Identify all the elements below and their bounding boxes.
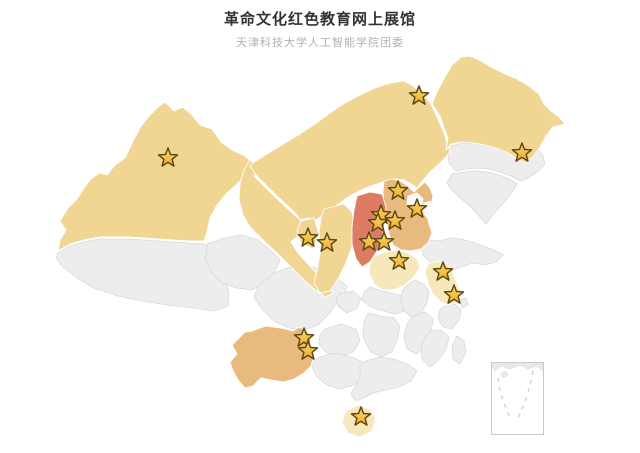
star-marker[interactable] [388,250,410,270]
star-marker[interactable] [157,147,179,167]
province-shanxi[interactable] [351,191,387,268]
province-guizhou[interactable] [318,323,361,358]
star-marker[interactable] [297,227,319,247]
star-marker[interactable] [297,340,319,360]
star-marker[interactable] [406,198,428,218]
province-shanghai[interactable] [459,297,469,309]
province-taiwan[interactable] [451,335,467,365]
province-guangxi[interactable] [311,352,369,390]
star-marker[interactable] [316,232,338,252]
star-marker[interactable] [511,142,533,162]
province-anhui[interactable] [400,279,430,318]
star-marker[interactable] [373,231,395,251]
province-tibet[interactable] [55,238,230,312]
province-heilongjiang[interactable] [431,55,566,164]
province-yunnan[interactable] [229,325,315,389]
province-fujian[interactable] [420,329,450,368]
province-guangdong[interactable] [350,356,418,402]
star-marker[interactable] [432,261,454,281]
province-henan[interactable] [368,249,421,291]
star-marker[interactable] [350,406,372,426]
province-inner-mongolia[interactable] [249,80,451,221]
province-hunan[interactable] [362,312,401,358]
province-xinjiang[interactable] [57,101,254,252]
south-china-sea-inset [491,362,544,435]
province-hubei[interactable] [361,286,412,315]
star-marker[interactable] [443,284,465,304]
star-marker[interactable] [384,210,406,230]
star-marker[interactable] [367,212,389,232]
province-zhejiang[interactable] [437,303,462,330]
province-liaoning[interactable] [446,170,518,225]
star-marker[interactable] [387,180,409,200]
star-marker[interactable] [408,85,430,105]
province-chongqing[interactable] [335,290,362,314]
star-marker[interactable] [293,327,315,347]
